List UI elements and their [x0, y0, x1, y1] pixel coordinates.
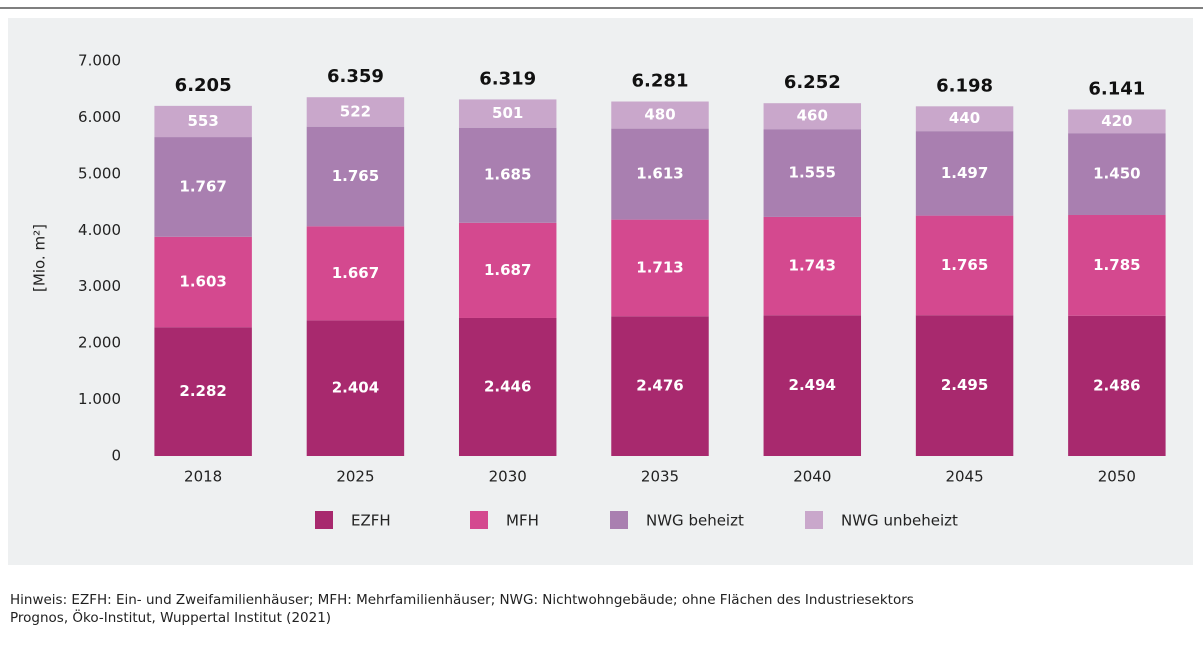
- value-label: 501: [492, 104, 523, 122]
- value-label: 1.687: [484, 261, 531, 279]
- bar-segment: [154, 236, 252, 328]
- value-label: 2.446: [484, 377, 531, 395]
- y-tick-label: 5.000: [78, 164, 121, 182]
- x-tick-label: 2045: [945, 468, 983, 486]
- total-label: 6.319: [479, 68, 536, 89]
- value-label: 2.282: [179, 382, 226, 400]
- bar-segment: [1068, 133, 1166, 215]
- bar-segment: [763, 216, 862, 316]
- bar-segment: [611, 219, 709, 317]
- bar-segment: [611, 101, 709, 129]
- bar-segment: [763, 103, 862, 130]
- footer-note: Hinweis: EZFH: Ein- und Zweifamilienhäus…: [10, 592, 914, 608]
- bar-segment: [611, 316, 709, 456]
- legend-label: MFH: [506, 512, 539, 530]
- y-tick-label: 0: [111, 447, 121, 465]
- value-label: 2.486: [1093, 376, 1140, 394]
- bar-segment: [458, 222, 557, 318]
- x-tick-label: 2035: [641, 468, 679, 486]
- value-label: 1.765: [332, 167, 379, 185]
- bar-segment: [458, 127, 557, 223]
- bar-segment: [915, 106, 1014, 132]
- legend-label: NWG beheizt: [646, 512, 744, 530]
- bar-segment: [306, 320, 405, 456]
- legend-swatch: [315, 511, 333, 529]
- y-tick-label: 3.000: [78, 277, 121, 295]
- value-label: 1.667: [332, 264, 379, 282]
- x-tick-label: 2018: [184, 468, 222, 486]
- value-label: 1.603: [179, 273, 226, 291]
- y-axis-label: [Mio. m²]: [31, 224, 49, 292]
- total-label: 6.198: [936, 75, 993, 96]
- value-label: 1.765: [941, 256, 988, 274]
- bar-segment: [154, 105, 252, 138]
- bar-segment: [306, 97, 405, 127]
- bar-segment: [1068, 214, 1166, 316]
- legend-swatch: [610, 511, 628, 529]
- y-tick-label: 7.000: [78, 52, 121, 70]
- value-label: 2.495: [941, 376, 988, 394]
- bar-segment: [915, 131, 1014, 216]
- x-tick-label: 2030: [489, 468, 527, 486]
- bar-segment: [611, 128, 709, 220]
- value-label: 1.743: [789, 257, 836, 275]
- bar-segment: [1068, 109, 1166, 134]
- legend-swatch: [805, 511, 823, 529]
- value-label: 1.785: [1093, 256, 1140, 274]
- value-label: 1.685: [484, 166, 531, 184]
- bar-segment: [458, 317, 557, 456]
- y-tick-label: 2.000: [78, 334, 121, 352]
- value-label: 460: [797, 107, 828, 125]
- value-label: 420: [1101, 112, 1132, 130]
- value-label: 1.497: [941, 164, 988, 182]
- x-tick-label: 2040: [793, 468, 831, 486]
- legend-label: EZFH: [351, 512, 391, 530]
- value-label: 2.476: [636, 377, 683, 395]
- bar-segment: [763, 315, 862, 456]
- value-label: 1.767: [179, 177, 226, 195]
- y-tick-label: 6.000: [78, 108, 121, 126]
- bar-segment: [306, 226, 405, 321]
- bar-segment: [915, 215, 1014, 316]
- value-label: 2.494: [789, 376, 836, 394]
- total-label: 6.252: [784, 72, 841, 93]
- value-label: 1.555: [789, 164, 836, 182]
- value-label: 553: [187, 112, 218, 130]
- value-label: 2.404: [332, 379, 379, 397]
- y-tick-label: 4.000: [78, 221, 121, 239]
- legend-swatch: [470, 511, 488, 529]
- total-label: 6.141: [1088, 78, 1145, 99]
- footer-source: Prognos, Öko-Institut, Wuppertal Institu…: [10, 608, 331, 626]
- bar-segment: [458, 99, 557, 128]
- value-label: 1.450: [1093, 165, 1140, 183]
- bar-segment: [915, 315, 1014, 456]
- value-label: 480: [644, 106, 675, 124]
- value-label: 522: [340, 102, 371, 120]
- value-label: 1.613: [636, 165, 683, 183]
- x-tick-label: 2025: [336, 468, 374, 486]
- bar-segment: [1068, 315, 1166, 456]
- y-tick-label: 1.000: [78, 390, 121, 408]
- legend-label: NWG unbeheizt: [841, 512, 958, 530]
- total-label: 6.359: [327, 66, 384, 87]
- bar-segment: [306, 126, 405, 227]
- value-label: 1.713: [636, 258, 683, 276]
- bar-segment: [763, 129, 862, 217]
- total-label: 6.205: [175, 75, 232, 96]
- bar-segment: [154, 327, 252, 456]
- value-label: 440: [949, 109, 980, 127]
- x-tick-label: 2050: [1098, 468, 1136, 486]
- total-label: 6.281: [632, 71, 689, 92]
- bar-segment: [154, 137, 252, 237]
